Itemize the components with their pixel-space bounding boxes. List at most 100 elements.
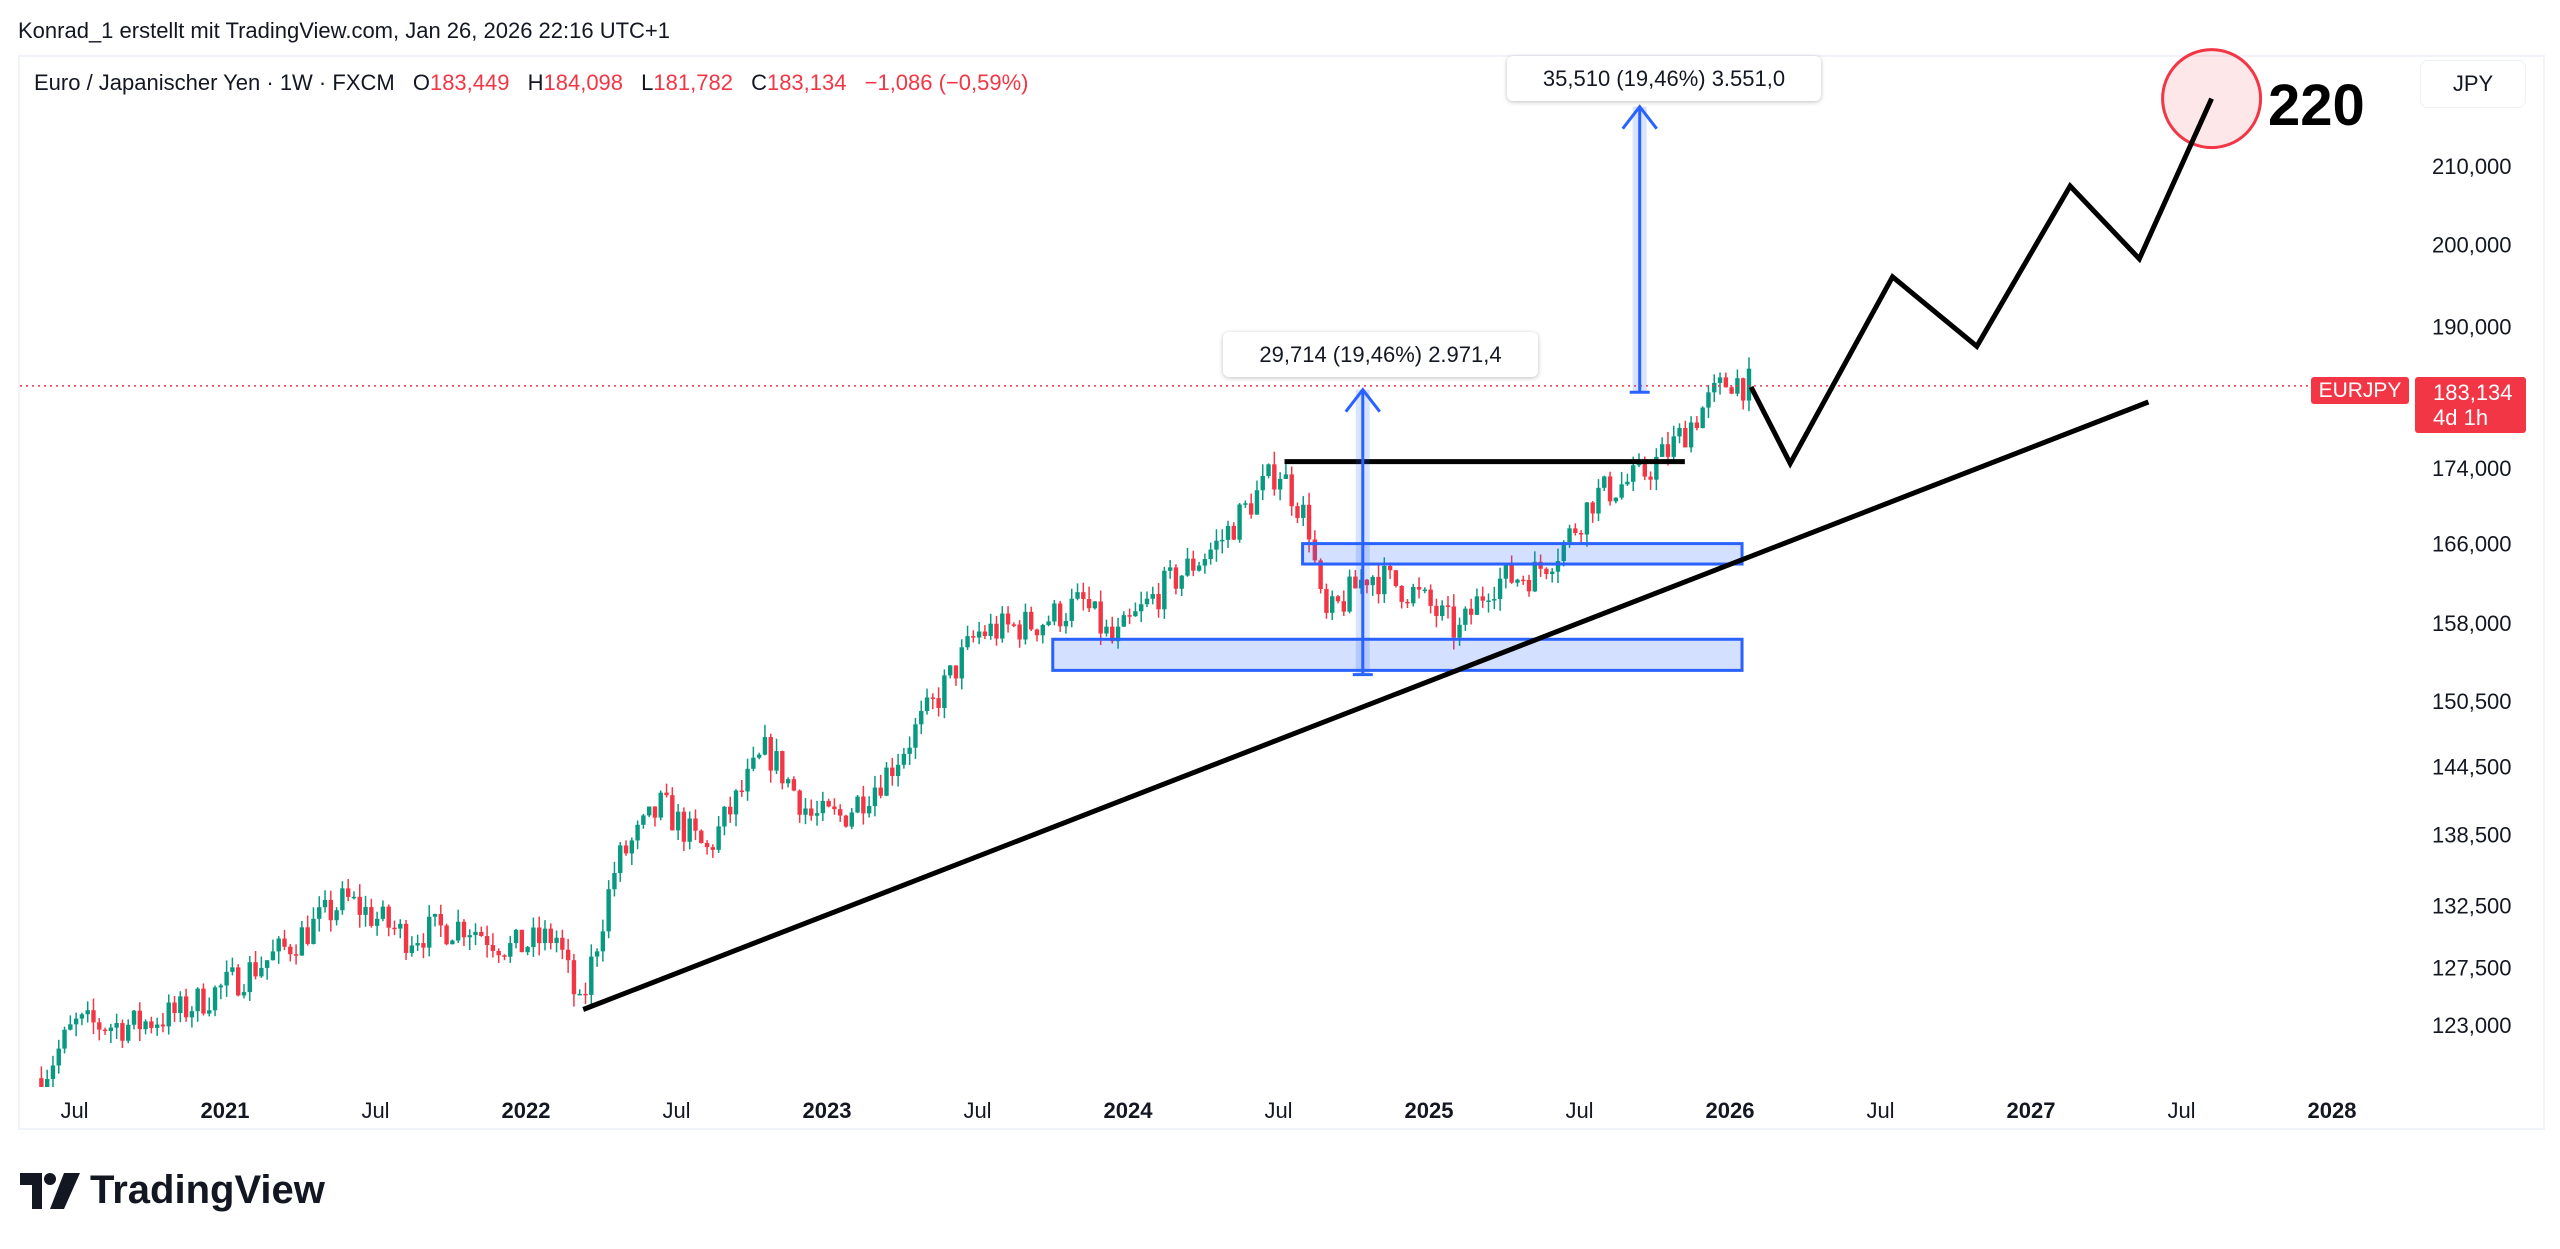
candle-up	[1654, 456, 1659, 480]
candle-up	[1277, 478, 1283, 490]
candle-up	[473, 931, 478, 936]
time-axis[interactable]: Jul 2021 Jul 2022 Jul 2023 Jul 2024 Jul 2025 Jul 20…	[60, 1098, 2356, 1123]
candle-down	[1029, 611, 1034, 630]
price-tick-label: 210,000	[2432, 154, 2512, 179]
candle-up	[1225, 525, 1231, 540]
candle-down	[1353, 576, 1358, 589]
currency-button[interactable]: JPY	[2420, 60, 2526, 108]
candle-down	[548, 928, 553, 944]
arrow-up-icon	[1344, 387, 1381, 413]
candle-up	[195, 988, 200, 1012]
candle-up	[531, 927, 536, 948]
measure-label-2[interactable]: 35,510 (19,46%) 3.551,0	[1507, 56, 1821, 101]
candle-up	[1104, 626, 1109, 634]
candle-down	[1156, 594, 1161, 610]
candle-up	[409, 945, 415, 953]
candle-down	[664, 792, 669, 796]
candle-down	[930, 697, 936, 699]
candle-up	[1486, 600, 1491, 602]
candle-down	[982, 631, 988, 636]
time-tick-label: Jul	[60, 1098, 88, 1123]
last-price-value: 183,134	[2433, 380, 2513, 405]
candle-up	[264, 960, 270, 968]
candle-up	[675, 811, 681, 831]
close-label: C	[751, 70, 767, 95]
candle-up	[600, 931, 606, 952]
candle-down	[832, 806, 837, 810]
candle-up	[716, 826, 721, 850]
candle-up	[1202, 559, 1208, 566]
trendline	[582, 399, 2150, 1012]
candle-down	[444, 925, 449, 945]
candle-up	[1301, 504, 1306, 518]
candle-down	[1416, 586, 1422, 590]
candle-up	[322, 900, 328, 908]
price-tick-label: 127,500	[2432, 955, 2512, 980]
candle-down	[1480, 596, 1485, 601]
candle-down	[1526, 579, 1532, 592]
candle-up	[635, 824, 640, 841]
candle-up	[1631, 465, 1636, 482]
candle-up	[1092, 601, 1098, 609]
time-tick-label: 2027	[2007, 1098, 2056, 1123]
candle-up	[1706, 392, 1711, 408]
candle-up	[1700, 407, 1705, 429]
candle-down	[1683, 427, 1688, 448]
candle-up	[872, 787, 878, 807]
tradingview-logo[interactable]: TradingView	[20, 1168, 325, 1213]
candle-up	[646, 806, 652, 816]
candle-down	[91, 1010, 96, 1023]
candle-down	[878, 787, 883, 796]
candle-up	[1613, 497, 1619, 502]
measure-label-1[interactable]: 29,714 (19,46%) 2.971,4	[1223, 332, 1538, 377]
candle-up	[1503, 564, 1509, 579]
drawings-layer	[20, 48, 2310, 1012]
price-tick-label: 190,000	[2432, 315, 2512, 340]
candle-down	[1312, 539, 1318, 561]
candle-up	[1561, 542, 1566, 562]
candle-up	[1220, 539, 1225, 542]
candle-up	[618, 845, 623, 874]
candle-up	[1584, 502, 1590, 535]
candle-up	[207, 1010, 212, 1014]
candle-up	[589, 956, 594, 995]
low-label: L	[641, 70, 654, 95]
candle-up	[1411, 586, 1416, 604]
candle-up	[947, 665, 953, 676]
time-tick-label: 2023	[803, 1098, 852, 1123]
candle-down	[681, 811, 687, 842]
candle-down	[1011, 624, 1017, 626]
candle-up	[73, 1018, 79, 1025]
candle-up	[1046, 621, 1051, 626]
candle-down	[837, 809, 843, 816]
candle-up	[1497, 578, 1503, 600]
candle-down	[137, 1010, 142, 1030]
candle-down	[1694, 422, 1700, 429]
time-tick-label: 2021	[201, 1098, 250, 1123]
candle-up	[79, 1014, 85, 1019]
candle-up	[166, 1002, 171, 1027]
candle-down	[1405, 601, 1410, 604]
candle-up	[1555, 561, 1561, 572]
candle-up	[803, 808, 808, 815]
candle-up	[450, 940, 455, 945]
time-tick-label: Jul	[1866, 1098, 1894, 1123]
candle-up	[380, 906, 386, 919]
candle-down	[1086, 598, 1092, 609]
candle-down	[1648, 476, 1653, 480]
candle-up	[774, 751, 779, 771]
symbol-description[interactable]: Euro / Japanischer Yen · 1W · FXCM	[34, 70, 395, 95]
candle-up	[1602, 476, 1607, 488]
target-price-text[interactable]: 220	[2268, 73, 2365, 138]
price-axis[interactable]: 210,000 200,000 190,000 174,000 166,000 158,0…	[2432, 154, 2512, 1038]
candle-up	[1492, 599, 1497, 601]
last-price-label: 183,134 4d 1h	[2415, 377, 2526, 433]
candle-down	[623, 845, 629, 854]
candle-down	[699, 830, 704, 844]
candle-down	[201, 988, 206, 1014]
candle-up	[722, 806, 727, 827]
candle-up	[1196, 565, 1202, 571]
candle-up	[363, 907, 368, 915]
candle-up	[1254, 490, 1260, 515]
